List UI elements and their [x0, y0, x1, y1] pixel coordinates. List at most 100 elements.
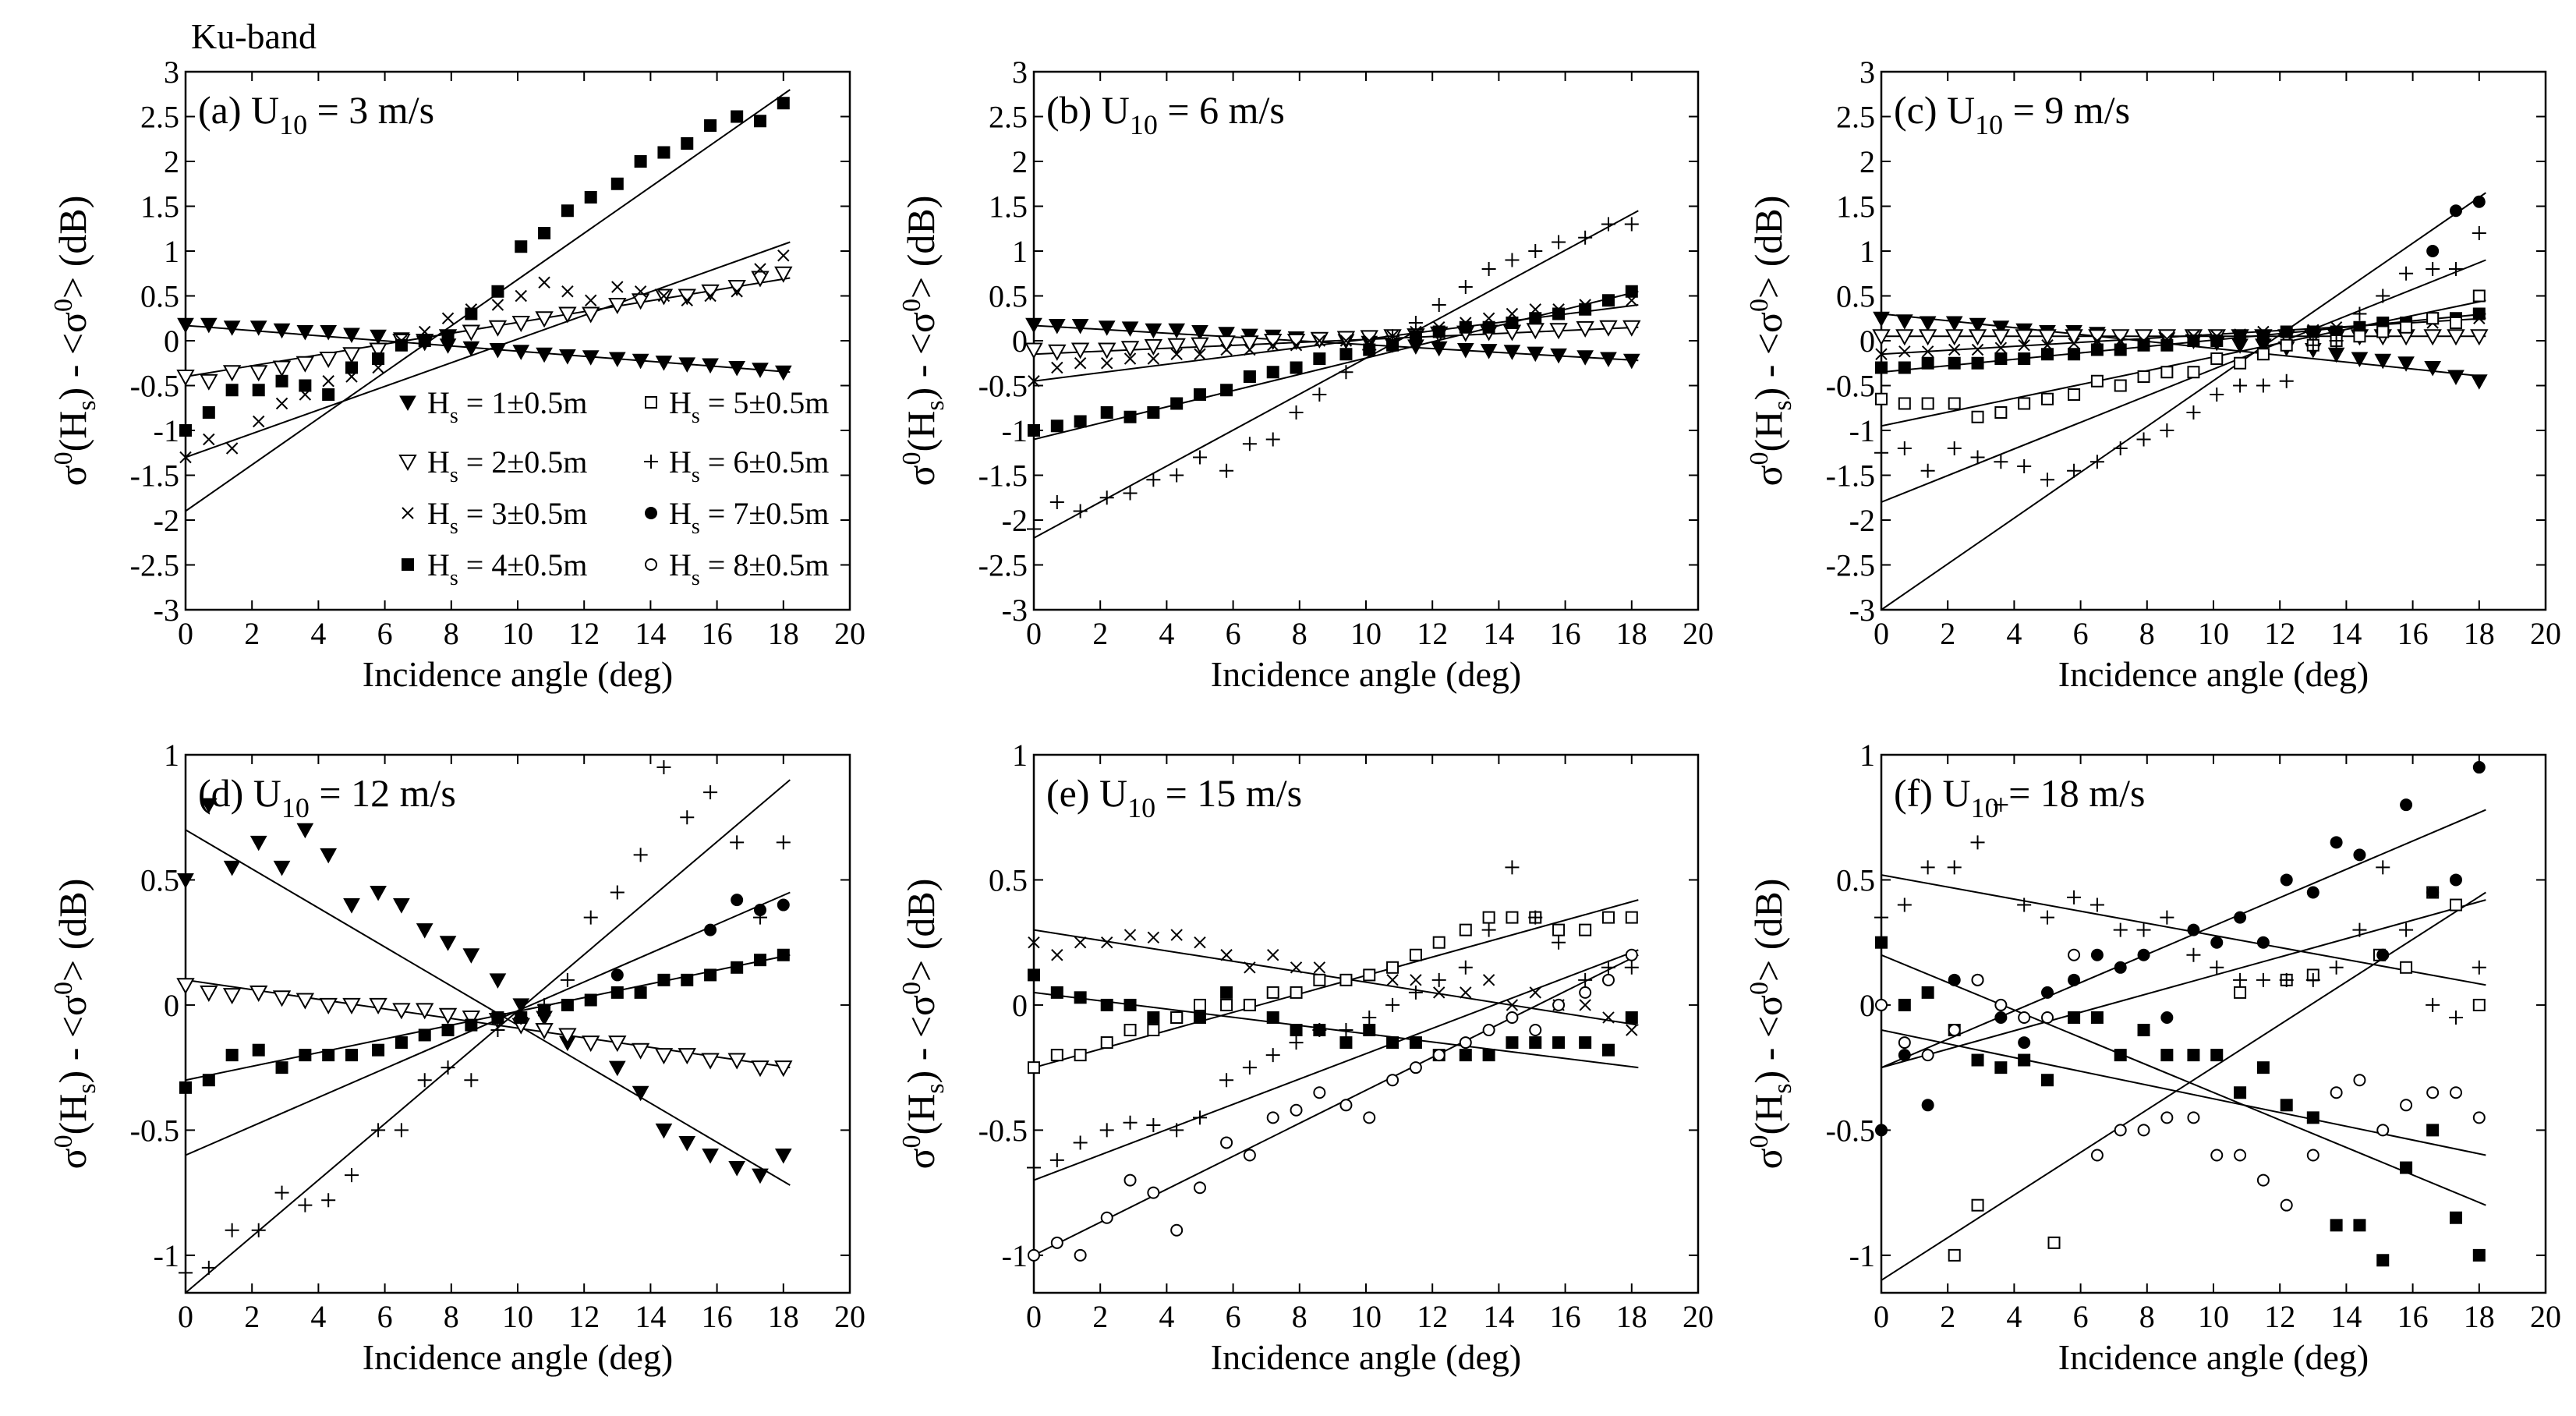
x-tick-label: 10 — [1350, 616, 1382, 651]
data-point — [394, 1123, 409, 1138]
data-point — [441, 330, 455, 343]
data-point — [1024, 342, 1043, 359]
data-point — [1552, 998, 1566, 1011]
panel-title: (e) U10 = 15 m/s — [1046, 771, 1302, 823]
x-tick-label: 2 — [1940, 616, 1955, 651]
data-point — [345, 1049, 358, 1062]
figure-label: Ku-band — [191, 16, 317, 56]
data-point — [1895, 329, 1914, 346]
data-point — [2018, 1011, 2031, 1024]
data-point — [2376, 325, 2390, 338]
data-point — [1242, 1060, 1257, 1075]
data-point — [1875, 936, 1888, 949]
data-point — [1243, 998, 1256, 1011]
data-point — [537, 997, 552, 1012]
data-point — [2400, 1099, 2413, 1112]
x-axis-label: Incidence angle (deg) — [1211, 1337, 1521, 1377]
data-point — [2353, 330, 2366, 343]
data-point — [1456, 343, 1474, 359]
data-point — [1898, 361, 1911, 374]
data-point — [1313, 961, 1326, 974]
data-point — [2065, 329, 2083, 346]
data-point — [610, 885, 625, 900]
panels: 0 2 4 6 8 10 12 14 16 18 20-3-2.5-2-1.5-1-0.500.51… — [49, 55, 2561, 1377]
data-point — [179, 451, 192, 464]
data-point — [342, 997, 361, 1014]
legend-marker — [644, 455, 658, 469]
data-point — [1363, 968, 1376, 982]
data-point — [2470, 329, 2489, 346]
data-point — [2472, 226, 2486, 240]
data-point — [1971, 343, 1984, 356]
data-point — [538, 276, 550, 289]
x-tick-label: 6 — [377, 1299, 393, 1334]
data-point — [2305, 972, 2320, 987]
data-point — [731, 894, 744, 907]
data-point — [2448, 262, 2463, 276]
data-point — [1409, 1036, 1422, 1050]
data-point — [1578, 230, 1593, 245]
data-point — [2280, 873, 2293, 887]
data-point — [253, 415, 265, 428]
data-point — [1526, 323, 1545, 340]
data-point — [1529, 312, 1542, 325]
data-point — [655, 1123, 673, 1139]
data-point — [1624, 217, 1639, 232]
data-point — [1874, 910, 1888, 925]
x-tick-label: 20 — [1683, 616, 1714, 651]
data-point — [1073, 1135, 1088, 1150]
data-point — [1552, 923, 1566, 936]
panel-title: (f) U10 = 18 m/s — [1894, 771, 2146, 823]
data-point — [1945, 329, 1964, 346]
data-point — [1071, 318, 1089, 335]
legend-marker — [645, 396, 657, 409]
data-point — [2210, 352, 2224, 365]
data-point — [2470, 374, 2488, 390]
data-point — [608, 352, 626, 368]
data-point — [777, 97, 790, 110]
data-point — [1362, 342, 1377, 357]
x-tick-label: 2 — [244, 616, 260, 651]
y-tick-label: -1 — [154, 413, 179, 448]
x-tick-label: 20 — [2530, 616, 2561, 651]
x-tick-label: 14 — [1483, 1299, 1514, 1334]
x-tick-label: 10 — [2198, 1299, 2229, 1334]
data-point — [1969, 317, 1987, 334]
x-tick-label: 16 — [702, 1299, 733, 1334]
data-point — [1898, 998, 1911, 1011]
data-point — [2423, 329, 2442, 346]
data-point — [774, 1148, 792, 1164]
data-point — [462, 948, 480, 964]
x-tick-label: 8 — [2139, 1299, 2155, 1334]
data-point — [462, 341, 480, 357]
data-point — [1290, 986, 1303, 999]
data-point — [2256, 936, 2270, 949]
data-point — [2449, 1211, 2462, 1224]
data-point — [273, 860, 291, 876]
data-point — [584, 993, 597, 1007]
y-tick-label: -2 — [1849, 503, 1875, 538]
data-point — [179, 1081, 192, 1094]
data-point — [1971, 973, 1984, 986]
data-point — [1968, 329, 1987, 346]
data-point — [702, 358, 719, 374]
panel-title: (c) U10 = 9 m/s — [1894, 88, 2130, 140]
data-point — [1146, 473, 1161, 487]
y-tick-label: -1.5 — [1826, 458, 1875, 494]
data-point — [1579, 1036, 1592, 1050]
data-point — [2187, 1049, 2200, 1062]
data-point — [299, 1049, 312, 1062]
data-point — [1220, 343, 1233, 356]
x-tick-label: 14 — [635, 616, 666, 651]
data-point — [1028, 375, 1040, 388]
data-point — [1948, 343, 1961, 356]
y-tick-label: -3 — [1849, 593, 1875, 628]
data-point — [2210, 1049, 2224, 1062]
data-point — [2233, 378, 2248, 393]
x-axis-label: Incidence angle (deg) — [2058, 654, 2369, 694]
data-point — [2329, 334, 2344, 348]
data-point — [1266, 1011, 1279, 1024]
data-point — [1170, 397, 1184, 410]
data-point — [2114, 961, 2127, 974]
data-point — [1049, 1152, 1064, 1167]
